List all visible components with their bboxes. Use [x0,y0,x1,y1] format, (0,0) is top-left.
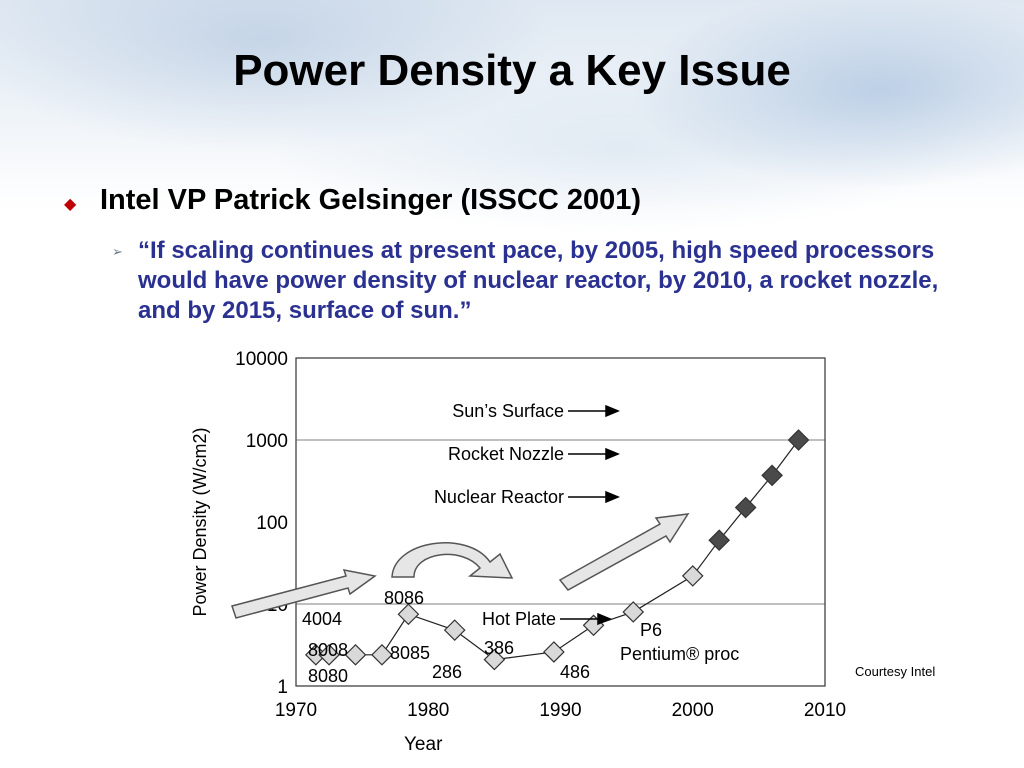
quote-text: “If scaling continues at present pace, b… [138,237,939,324]
trend-arrow-right [558,513,690,591]
label-4004: 4004 [302,609,342,629]
data-point-marker [371,643,393,666]
ref-label-hotplate: Hot Plate [482,609,556,629]
data-point-marker [761,464,783,487]
sub-bullet-item: ➢ “If scaling continues at present pace,… [112,236,968,326]
y-tick-label: 100 [256,513,288,534]
bullet-item: ◆ Intel VP Patrick Gelsinger (ISSCC 2001… [64,184,641,217]
label-pentium: Pentium® proc [620,644,739,664]
slide-title: Power Density a Key Issue [233,46,791,95]
x-axis-title: Year [404,734,443,755]
x-tick-label: 1980 [407,700,449,721]
x-tick-label: 1990 [539,700,581,721]
label-8080: 8080 [308,666,348,686]
diamond-bullet-icon: ◆ [64,196,77,213]
y-tick-label: 10000 [235,349,288,370]
label-486: 486 [560,662,590,682]
data-point-marker [681,565,704,587]
label-8008: 8008 [308,640,348,660]
y-tick-label: 1 [277,677,288,698]
bullet-text: Intel VP Patrick Gelsinger (ISSCC 2001) [100,184,642,216]
courtesy-credit: Courtesy Intel [855,664,936,679]
ref-label-rocket: Rocket Nozzle [448,444,564,464]
data-point-marker [543,641,565,663]
x-tick-label: 2010 [804,700,846,721]
data-point-marker [622,601,645,623]
plot-frame [295,357,826,687]
label-8086: 8086 [384,588,424,608]
arrow-bullet-icon: ➢ [112,244,123,259]
data-point-marker [708,529,731,552]
label-286: 286 [432,662,462,682]
data-point-marker [397,603,420,626]
ref-label-sun: Sun’s Surface [452,401,564,421]
label-p6: P6 [640,620,662,640]
data-point-marker [787,429,810,451]
trend-line [315,439,800,661]
y-axis-title: Power Density (W/cm2) [190,427,210,616]
data-point-marker [443,619,466,641]
ref-label-nuclear: Nuclear Reactor [434,487,564,507]
data-point-marker [344,643,367,666]
label-8085: 8085 [390,643,430,663]
ref-arrows [560,404,620,626]
data-point-marker [734,496,757,519]
curved-arrow [391,542,514,579]
y-tick-label: 1000 [246,431,288,452]
data-point-marker [483,648,506,671]
trend-arrow-left [231,569,377,619]
label-386: 386 [484,638,514,658]
x-tick-label: 1970 [275,700,317,721]
data-point-marker [318,643,340,666]
x-tick-label: 2000 [672,700,714,721]
